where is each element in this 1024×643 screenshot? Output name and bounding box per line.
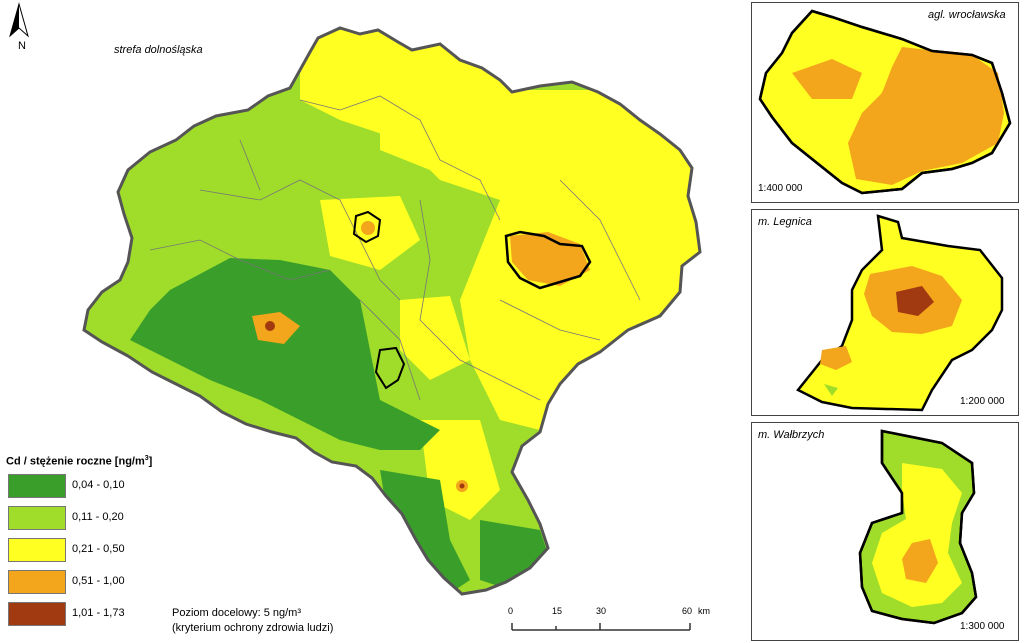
zone-dark-green <box>380 470 470 594</box>
legend: Cd / stężenie roczne [ng/m3] 0,04 - 0,10… <box>6 455 166 626</box>
inset-legnica-scale: 1:200 000 <box>960 396 1005 407</box>
zone-yellow <box>380 100 470 170</box>
scalebar: 0 15 30 60 km <box>508 606 710 636</box>
legend-swatch <box>8 473 66 498</box>
target-note-line1: Poziom docelowy: 5 ng/m³ <box>172 607 301 619</box>
zone-orange <box>361 221 375 235</box>
legend-label: 0,11 - 0,20 <box>72 510 124 523</box>
legend-swatch <box>8 569 66 594</box>
legend-swatch <box>8 505 66 530</box>
zone-orange <box>252 312 300 344</box>
legend-label: 1,01 - 1,73 <box>72 606 125 619</box>
zone-brown <box>265 321 275 331</box>
zone-brown <box>459 483 465 489</box>
legend-row: 0,11 - 0,20 <box>6 505 166 532</box>
region-label: strefa dolnośląska <box>114 44 203 56</box>
legend-label: 0,04 - 0,10 <box>72 478 125 491</box>
legend-label: 0,21 - 0,50 <box>72 542 125 555</box>
north-arrow-icon <box>9 2 29 38</box>
inset-walbrzych-scale: 1:300 000 <box>960 621 1005 632</box>
wroclaw-outline <box>504 230 592 290</box>
inset-legnica-title: m. Legnica <box>758 216 812 228</box>
legend-title: Cd / stężenie roczne [ng/m3] <box>6 455 153 468</box>
scale-unit: km <box>698 606 710 616</box>
legend-rows: 0,04 - 0,10 0,11 - 0,20 0,21 - 0,50 0,51 - … <box>6 473 166 626</box>
zone-dark-green <box>130 258 440 450</box>
inset-walbrzych: m. Wałbrzych 1:300 000 <box>751 422 1019 641</box>
legend-row: 0,51 - 1,00 <box>6 569 166 596</box>
legend-row: 0,21 - 0,50 <box>6 537 166 564</box>
legend-swatch <box>8 601 66 626</box>
legnica-outline <box>352 210 382 244</box>
target-note: Poziom docelowy: 5 ng/m³ (kryterium ochr… <box>172 606 333 636</box>
legend-row: 1,01 - 1,73 <box>6 601 166 628</box>
north-arrow: N <box>6 2 32 54</box>
scale-line <box>511 623 691 631</box>
scale-tick-0: 0 <box>508 606 514 616</box>
scale-tick-30: 30 <box>596 606 607 616</box>
legend-label: 0,51 - 1,00 <box>72 574 125 587</box>
inset-wroclaw-map <box>758 9 1012 195</box>
zone-yellow <box>400 296 470 380</box>
inset-walbrzych-title: m. Wałbrzych <box>758 429 825 441</box>
district-boundaries <box>149 95 641 401</box>
scale-tick-15: 15 <box>552 606 563 616</box>
inset-wroclaw: agl. wrocławska 1:400 000 <box>751 2 1019 203</box>
legend-row: 0,04 - 0,10 <box>6 473 166 500</box>
inset-walbrzych-map <box>858 429 978 625</box>
inset-wroclaw-scale: 1:400 000 <box>758 183 803 194</box>
walbrzych-outline <box>374 346 406 390</box>
inset-wroclaw-title: agl. wrocławska <box>928 9 1006 21</box>
north-letter: N <box>18 40 26 52</box>
inset-legnica: m. Legnica 1:200 000 <box>751 209 1019 416</box>
inset-legnica-map <box>796 214 1004 412</box>
scale-tick-60: 60 <box>682 606 693 616</box>
target-note-line2: (kryterium ochrony zdrowia ludzi) <box>172 622 334 634</box>
zone-dark-green <box>480 520 550 590</box>
legend-swatch <box>8 537 66 562</box>
main-map <box>82 26 702 596</box>
